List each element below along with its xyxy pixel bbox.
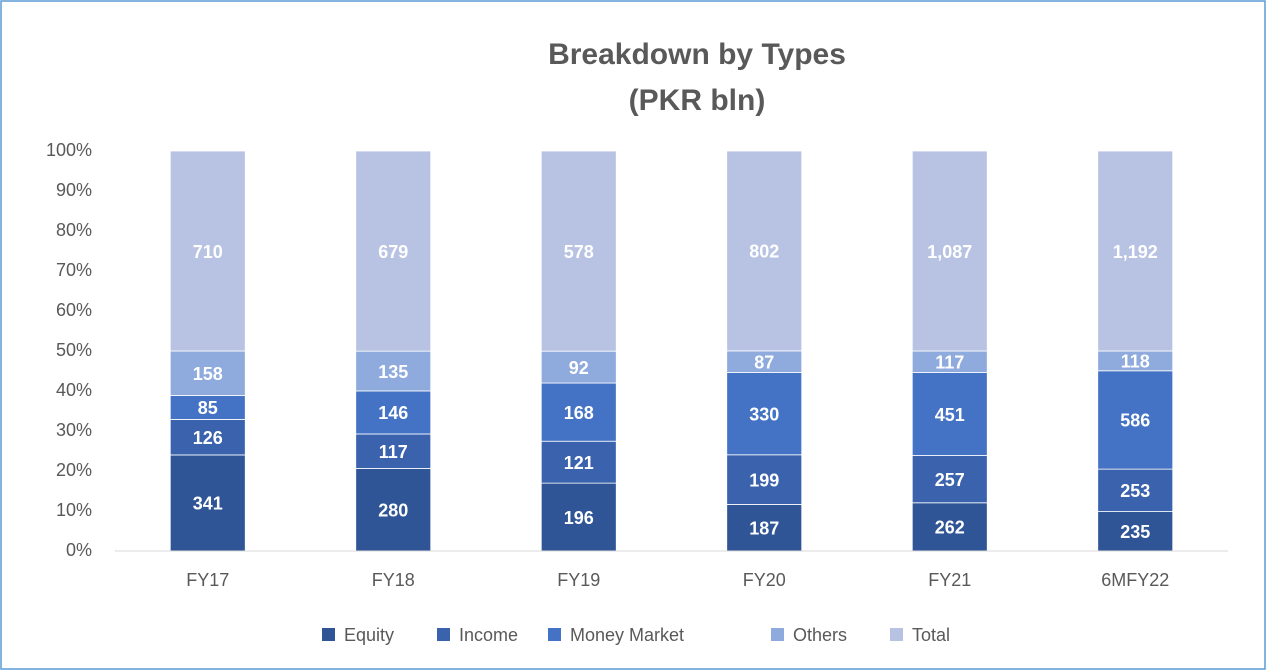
chart-subtitle: (PKR bln)	[629, 84, 766, 117]
bar-segment	[355, 150, 432, 352]
data-label: 87	[754, 352, 774, 372]
x-tick-label: FY20	[743, 570, 786, 590]
y-tick-label: 80%	[56, 220, 92, 240]
bar-segment	[169, 454, 246, 552]
data-label: 341	[193, 494, 223, 514]
bar-segment	[355, 390, 432, 435]
data-label: 117	[935, 353, 964, 373]
y-tick-label: 0%	[66, 540, 92, 560]
data-label: 679	[378, 242, 408, 262]
y-tick-label: 20%	[56, 460, 92, 480]
bar-segment	[540, 440, 617, 484]
data-label: 280	[378, 500, 408, 520]
bar-segment	[726, 372, 803, 456]
legend-swatch	[890, 628, 903, 641]
data-label: 126	[193, 428, 223, 448]
chart-title: Breakdown by Types	[548, 38, 846, 71]
data-label: 586	[1120, 411, 1150, 431]
data-label: 158	[193, 364, 223, 384]
data-label: 196	[564, 508, 594, 528]
data-label: 199	[749, 470, 779, 490]
data-label: 253	[1120, 481, 1150, 501]
x-tick-label: FY19	[557, 570, 600, 590]
y-tick-label: 70%	[56, 260, 92, 280]
bar-segment	[1097, 150, 1174, 352]
data-label: 135	[378, 362, 408, 382]
y-tick-label: 90%	[56, 180, 92, 200]
data-label: 451	[935, 405, 965, 425]
bar-segment	[911, 150, 988, 352]
legend-label: Others	[793, 625, 847, 645]
y-tick-label: 10%	[56, 500, 92, 520]
data-label: 1,192	[1113, 242, 1158, 262]
data-label: 168	[564, 403, 594, 423]
data-label: 802	[749, 242, 779, 262]
y-tick-label: 100%	[46, 140, 92, 160]
legend-label: Total	[912, 625, 950, 645]
y-tick-label: 40%	[56, 380, 92, 400]
bar-segment	[1097, 511, 1174, 552]
data-label: 146	[378, 403, 408, 423]
bar-segment	[726, 150, 803, 352]
legend-swatch	[548, 628, 561, 641]
y-tick-label: 50%	[56, 340, 92, 360]
bar-segment	[355, 433, 432, 469]
legend-swatch	[771, 628, 784, 641]
x-tick-label: 6MFY22	[1101, 570, 1169, 590]
data-label: 235	[1120, 522, 1150, 542]
data-label: 85	[198, 398, 218, 418]
x-tick-label: FY18	[372, 570, 415, 590]
data-label: 578	[564, 242, 594, 262]
bar-segment	[911, 502, 988, 552]
data-label: 1,087	[927, 242, 972, 262]
y-tick-label: 60%	[56, 300, 92, 320]
data-label: 187	[749, 518, 779, 538]
bar-segment	[726, 503, 803, 552]
bar-segment	[911, 372, 988, 456]
x-tick-label: FY21	[928, 570, 971, 590]
bar-segment	[540, 382, 617, 442]
legend-swatch	[322, 628, 335, 641]
data-label: 117	[379, 442, 408, 462]
y-tick-label: 30%	[56, 420, 92, 440]
bar-segment	[540, 150, 617, 352]
data-label: 92	[569, 358, 589, 378]
data-label: 121	[564, 453, 594, 473]
bar-segment	[1097, 370, 1174, 470]
bar-segment	[355, 350, 432, 392]
legend-swatch	[437, 628, 450, 641]
data-label: 118	[1121, 352, 1150, 372]
x-tick-label: FY17	[186, 570, 229, 590]
bar-segment	[169, 150, 246, 352]
bar-segment	[540, 350, 617, 384]
bar-segment	[911, 455, 988, 504]
legend-label: Money Market	[570, 625, 684, 645]
bar-segment	[726, 454, 803, 505]
bar-segment	[1097, 468, 1174, 512]
legend-label: Equity	[344, 625, 394, 645]
data-label: 257	[935, 470, 965, 490]
data-label: 262	[935, 518, 965, 538]
bar-segment	[169, 350, 246, 396]
data-label: 710	[193, 242, 223, 262]
legend-label: Income	[459, 625, 518, 645]
data-label: 330	[749, 404, 779, 424]
